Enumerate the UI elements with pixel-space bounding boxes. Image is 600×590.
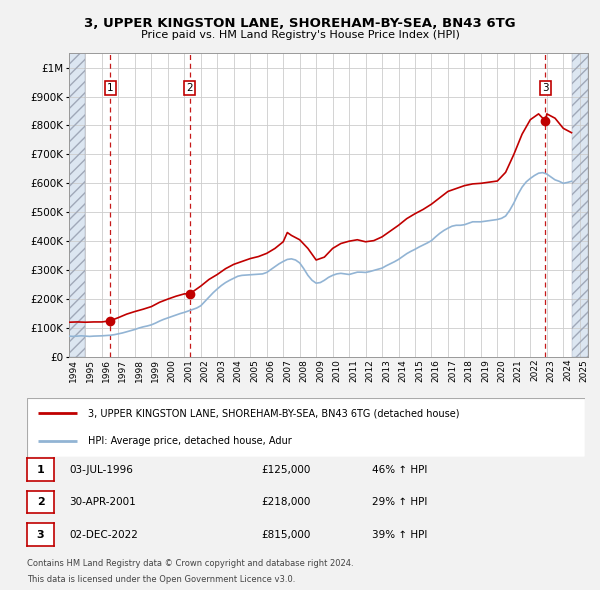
Text: 2012: 2012 (365, 359, 374, 382)
Text: 1994: 1994 (69, 359, 78, 382)
Text: 2003: 2003 (217, 359, 226, 382)
Text: 29% ↑ HPI: 29% ↑ HPI (372, 497, 427, 507)
Text: 2009: 2009 (316, 359, 325, 382)
Text: 2015: 2015 (415, 359, 424, 382)
Bar (572, 53, 588, 357)
Text: 02-DEC-2022: 02-DEC-2022 (69, 530, 138, 539)
Text: 2024: 2024 (563, 359, 572, 382)
Text: 39% ↑ HPI: 39% ↑ HPI (372, 530, 427, 539)
Text: 2005: 2005 (250, 359, 259, 382)
Text: Price paid vs. HM Land Registry's House Price Index (HPI): Price paid vs. HM Land Registry's House … (140, 30, 460, 40)
Text: 3: 3 (542, 83, 549, 93)
Text: 2001: 2001 (184, 359, 193, 382)
Text: 2020: 2020 (497, 359, 506, 382)
Text: 46% ↑ HPI: 46% ↑ HPI (372, 465, 427, 474)
Text: 1998: 1998 (135, 359, 144, 382)
FancyBboxPatch shape (27, 398, 585, 457)
Text: 2013: 2013 (382, 359, 391, 382)
Text: 3, UPPER KINGSTON LANE, SHOREHAM-BY-SEA, BN43 6TG (detached house): 3, UPPER KINGSTON LANE, SHOREHAM-BY-SEA,… (88, 408, 460, 418)
Text: 2002: 2002 (201, 359, 210, 382)
Text: 2008: 2008 (299, 359, 308, 382)
Text: 1997: 1997 (118, 359, 127, 382)
Text: 2021: 2021 (514, 359, 523, 382)
Text: 3: 3 (37, 530, 44, 539)
Text: 3, UPPER KINGSTON LANE, SHOREHAM-BY-SEA, BN43 6TG: 3, UPPER KINGSTON LANE, SHOREHAM-BY-SEA,… (84, 17, 516, 30)
Text: 1995: 1995 (85, 359, 94, 382)
Text: 2007: 2007 (283, 359, 292, 382)
Text: 2010: 2010 (332, 359, 341, 382)
Text: Contains HM Land Registry data © Crown copyright and database right 2024.: Contains HM Land Registry data © Crown c… (27, 559, 353, 568)
Bar (69, 53, 85, 357)
Text: 1999: 1999 (151, 359, 160, 382)
Text: HPI: Average price, detached house, Adur: HPI: Average price, detached house, Adur (88, 436, 292, 445)
Text: 2023: 2023 (547, 359, 556, 382)
Text: 2006: 2006 (267, 359, 276, 382)
Text: 2004: 2004 (234, 359, 243, 382)
Text: 30-APR-2001: 30-APR-2001 (69, 497, 136, 507)
Text: 2018: 2018 (464, 359, 473, 382)
Text: 2: 2 (37, 497, 44, 507)
Text: 03-JUL-1996: 03-JUL-1996 (69, 465, 133, 474)
Text: This data is licensed under the Open Government Licence v3.0.: This data is licensed under the Open Gov… (27, 575, 295, 584)
Text: 2017: 2017 (448, 359, 457, 382)
Text: 2019: 2019 (481, 359, 490, 382)
Text: 2022: 2022 (530, 359, 539, 382)
Text: 2: 2 (187, 83, 193, 93)
Text: £815,000: £815,000 (261, 530, 310, 539)
Text: £125,000: £125,000 (261, 465, 310, 474)
Text: 2014: 2014 (398, 359, 407, 382)
Text: 2011: 2011 (349, 359, 358, 382)
Bar (572, 53, 588, 357)
Text: £218,000: £218,000 (261, 497, 310, 507)
Text: 1996: 1996 (102, 359, 111, 382)
Bar (69, 53, 85, 357)
Text: 2016: 2016 (431, 359, 440, 382)
Text: 1: 1 (37, 465, 44, 474)
Text: 2025: 2025 (580, 359, 589, 382)
Text: 2000: 2000 (168, 359, 177, 382)
Text: 1: 1 (107, 83, 113, 93)
